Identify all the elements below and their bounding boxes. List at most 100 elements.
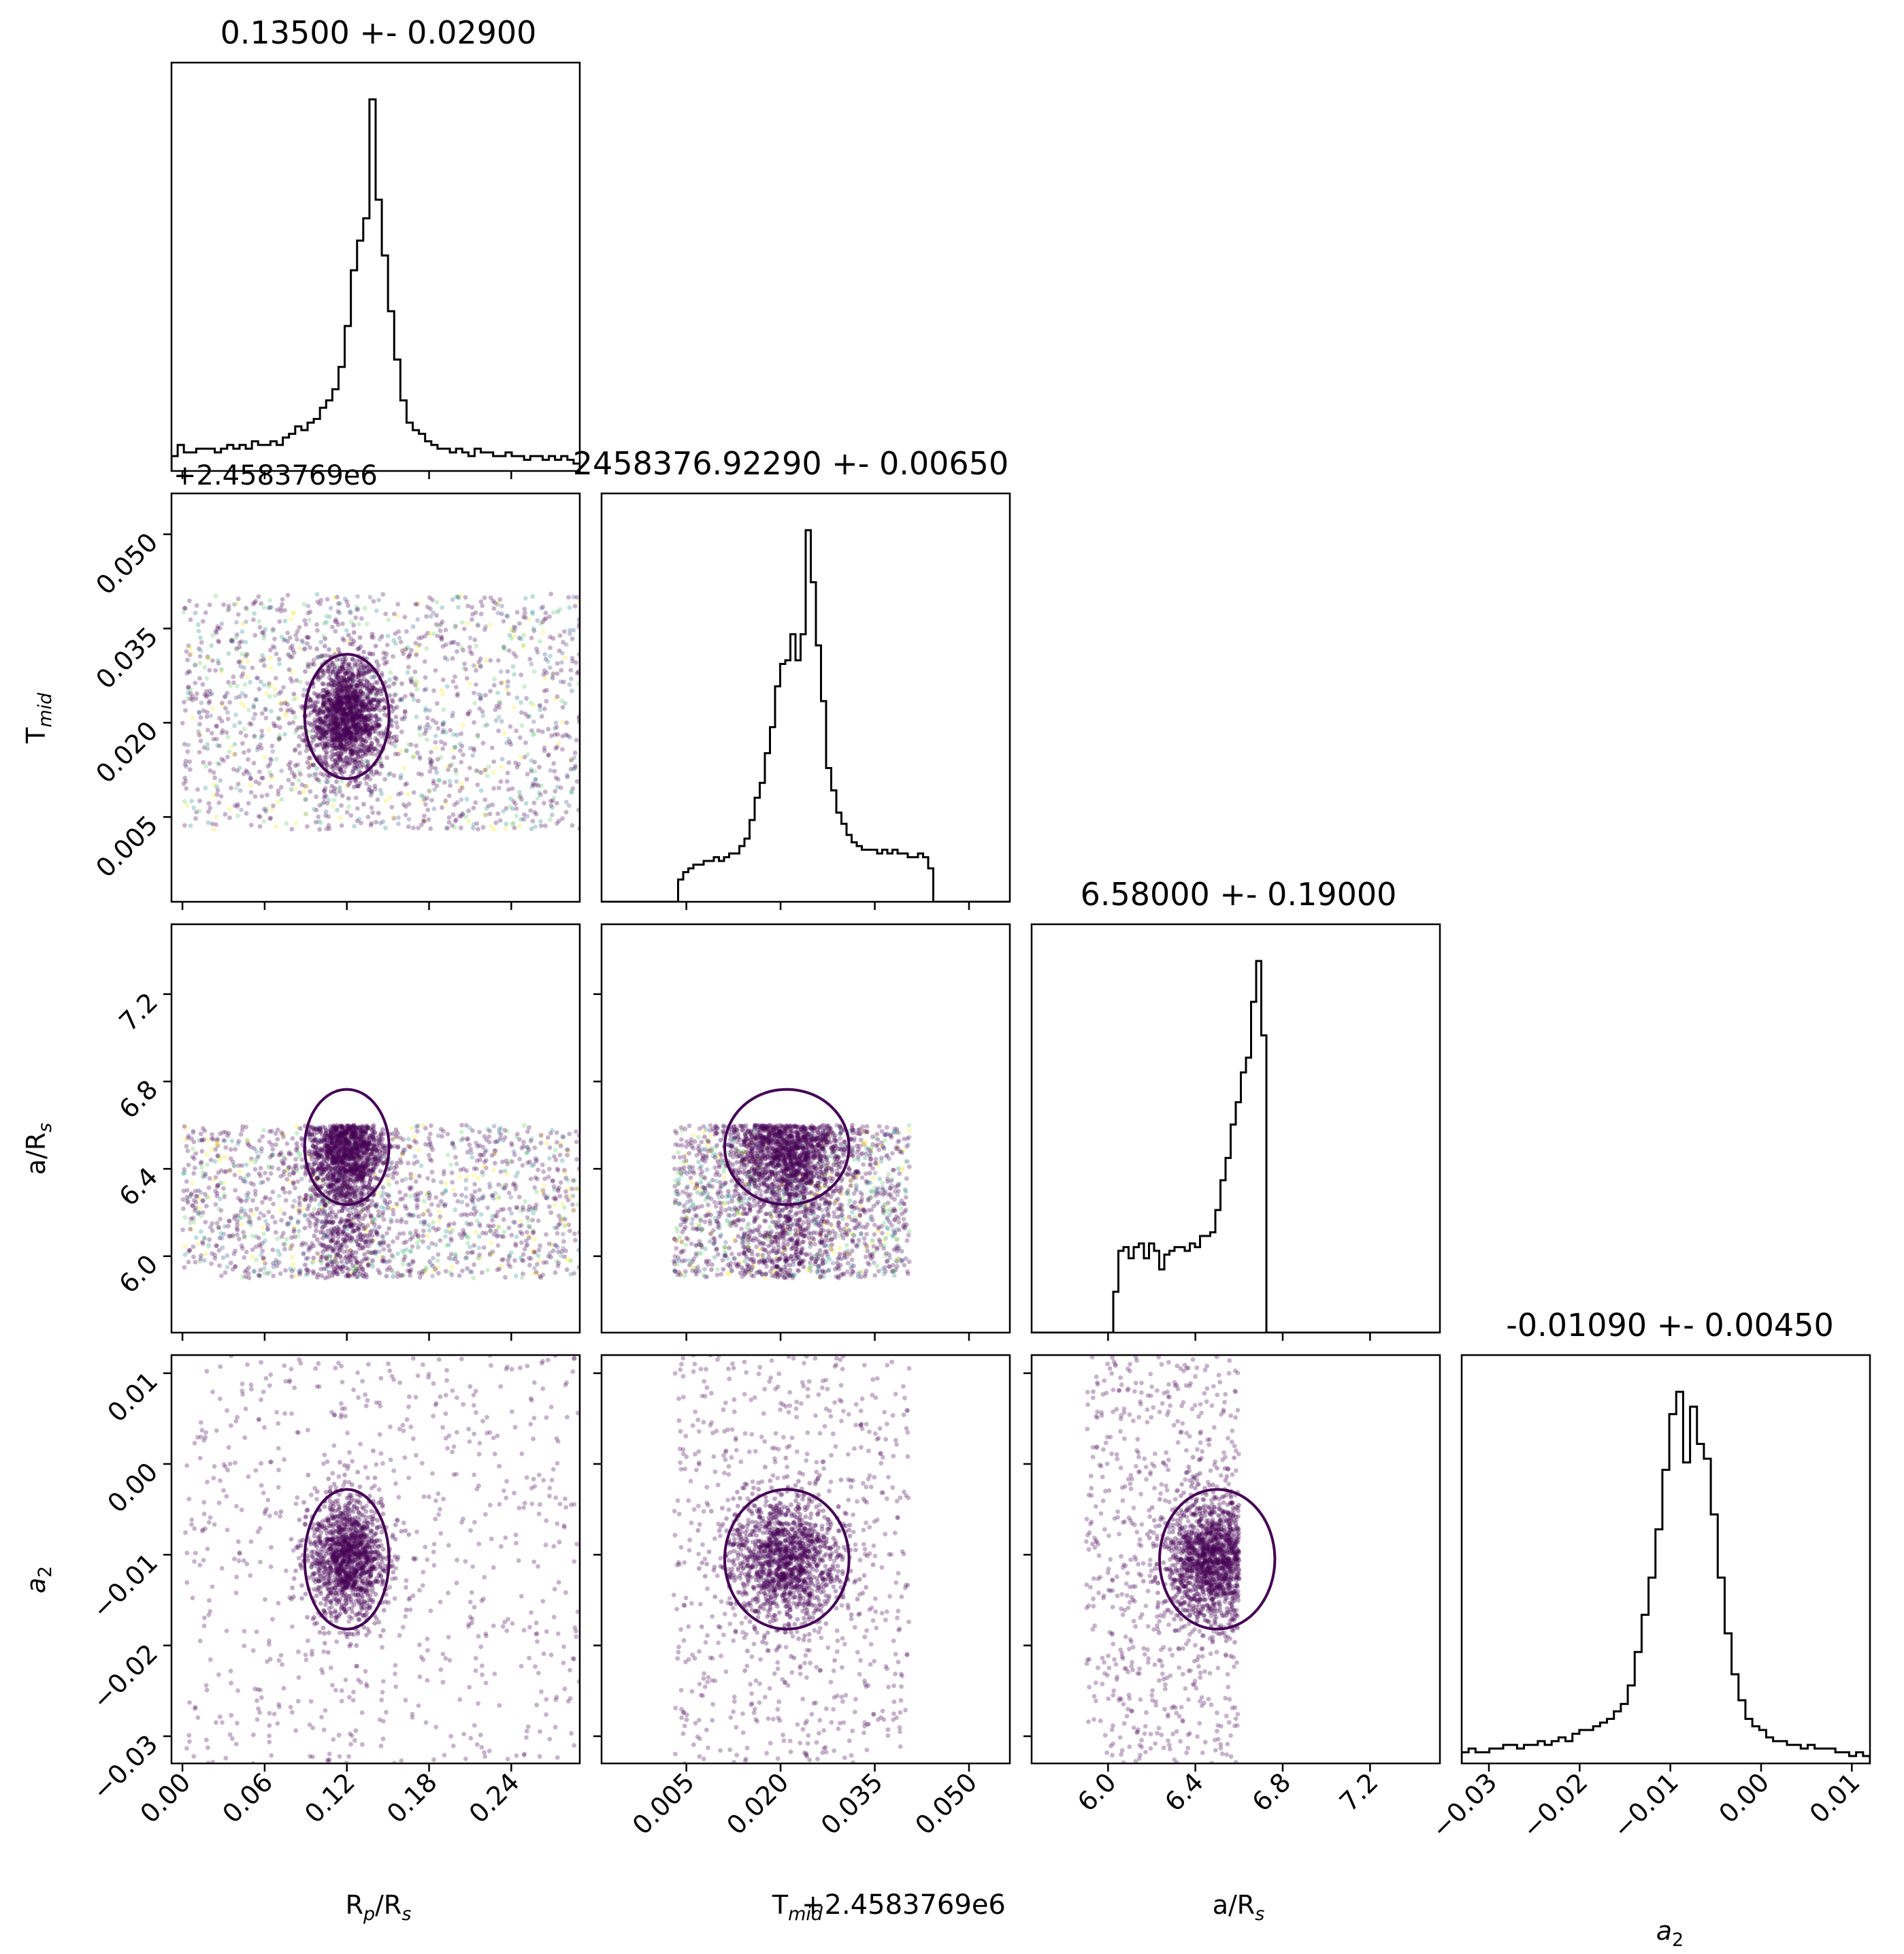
sample-point — [231, 1267, 235, 1272]
sample-point — [384, 798, 389, 803]
sample-point — [570, 790, 574, 795]
sample-point — [473, 800, 478, 805]
sample-point — [574, 1129, 578, 1134]
sample-point — [423, 731, 427, 736]
sample-point — [553, 1147, 558, 1152]
sample-point — [302, 618, 307, 623]
sample-point — [354, 733, 359, 738]
sample-point — [546, 1194, 551, 1199]
sample-point — [423, 709, 428, 713]
sample-point — [425, 808, 430, 813]
sample-point — [466, 819, 471, 824]
sample-point — [570, 655, 575, 660]
sample-point — [227, 807, 232, 811]
sample-point — [477, 1234, 482, 1239]
sample-point — [280, 597, 285, 602]
sample-point — [251, 617, 256, 622]
sample-point — [316, 778, 321, 783]
sample-point — [482, 596, 487, 600]
sample-point — [207, 668, 212, 672]
sample-point — [368, 699, 373, 704]
sample-point — [210, 821, 215, 826]
sample-point — [391, 1275, 395, 1280]
sample-point — [448, 783, 453, 788]
sample-point — [222, 1138, 227, 1143]
sample-point — [521, 633, 526, 638]
sample-point — [362, 748, 367, 753]
sample-point — [391, 1239, 395, 1244]
sample-point — [339, 688, 344, 693]
sample-point — [416, 1214, 421, 1219]
sample-point — [525, 1150, 530, 1155]
sample-point — [519, 755, 523, 760]
sample-point — [221, 1186, 226, 1191]
sample-point — [258, 1268, 263, 1273]
sample-point — [303, 812, 308, 817]
sample-point — [401, 802, 406, 807]
sample-point — [459, 1123, 464, 1128]
sample-point — [543, 789, 548, 794]
sample-point — [464, 1194, 469, 1199]
sample-point — [294, 678, 299, 683]
sample-point — [525, 1242, 530, 1247]
sample-point — [536, 728, 541, 733]
sample-point — [314, 1228, 318, 1233]
sample-point — [495, 1139, 499, 1144]
sample-point — [473, 1190, 478, 1194]
sample-point — [236, 612, 241, 617]
sample-point — [363, 726, 367, 730]
sample-point — [404, 1177, 408, 1182]
sample-point — [424, 646, 429, 651]
sample-point — [215, 743, 220, 748]
sample-point — [467, 1245, 472, 1250]
sample-point — [204, 1204, 209, 1209]
sample-point — [239, 808, 244, 813]
sample-point — [517, 1137, 522, 1142]
sample-point — [529, 700, 534, 705]
sample-point — [478, 1256, 482, 1261]
sample-point — [284, 1141, 289, 1146]
sample-point — [346, 804, 351, 809]
sample-point — [477, 1188, 482, 1192]
sample-point — [409, 1185, 414, 1190]
sample-point — [268, 655, 273, 660]
sample-point — [240, 630, 244, 634]
sample-point — [491, 770, 496, 775]
sample-point — [279, 707, 284, 712]
sample-point — [317, 731, 322, 736]
sample-point — [327, 647, 331, 652]
sample-point — [376, 797, 380, 802]
sample-point — [448, 764, 453, 768]
sample-point — [345, 810, 350, 815]
sample-point — [433, 745, 438, 750]
sample-point — [421, 1123, 425, 1128]
sample-point — [299, 1177, 304, 1182]
sample-point — [253, 1167, 258, 1172]
sample-point — [188, 767, 193, 772]
sample-point — [195, 691, 199, 696]
sample-point — [504, 613, 509, 618]
sample-point — [547, 1205, 552, 1209]
sample-point — [467, 681, 472, 686]
sample-point — [384, 1231, 389, 1236]
sample-point — [223, 1155, 228, 1160]
sample-point — [182, 610, 186, 615]
sample-point — [291, 647, 295, 652]
sample-point — [235, 768, 240, 773]
sample-point — [341, 718, 346, 723]
sample-point — [427, 1190, 431, 1195]
sample-point — [391, 1175, 395, 1180]
sample-point — [303, 1263, 308, 1267]
sample-point — [470, 753, 475, 758]
sample-point — [185, 803, 190, 808]
sample-point — [367, 736, 372, 740]
sample-point — [497, 700, 502, 704]
sample-point — [287, 1190, 292, 1195]
sample-point — [307, 617, 312, 622]
sample-point — [502, 647, 507, 652]
sample-point — [478, 1158, 482, 1162]
sample-point — [419, 635, 424, 640]
sample-point — [386, 634, 391, 638]
sample-point — [557, 649, 562, 653]
sample-point — [199, 640, 204, 645]
